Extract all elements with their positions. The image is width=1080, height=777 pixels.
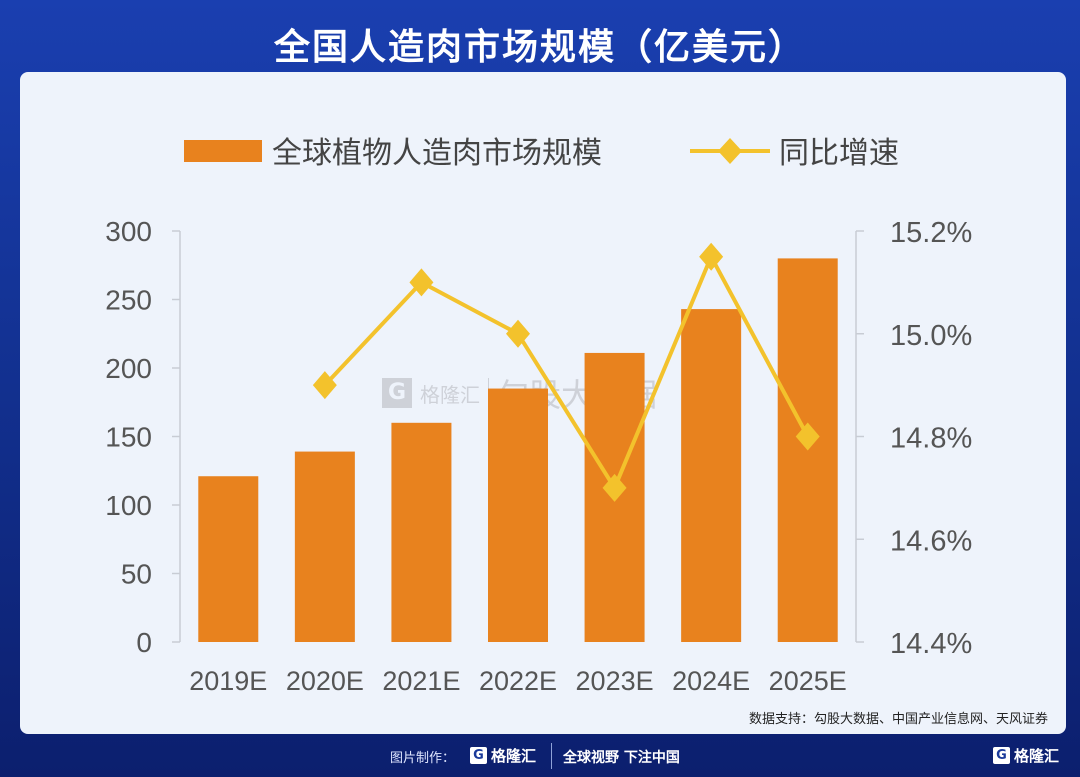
left-tick-label: 150 bbox=[105, 422, 152, 453]
watermark-brand: 格隆汇 bbox=[420, 382, 480, 407]
footer-logo: G 格隆汇 bbox=[470, 745, 536, 766]
logo-icon: G bbox=[470, 747, 487, 764]
page-title: 全国人造肉市场规模（亿美元） bbox=[273, 27, 806, 68]
footer: 图片制作： G 格隆汇 全球视野 下注中国 G 格隆汇 bbox=[0, 740, 1080, 770]
bar-2019E bbox=[198, 476, 259, 642]
growth-marker bbox=[602, 473, 627, 502]
x-tick-label: 2019E bbox=[189, 666, 267, 696]
legend-bar-swatch bbox=[184, 140, 262, 162]
left-tick-label: 100 bbox=[105, 490, 152, 521]
footer-slogan: 全球视野 下注中国 bbox=[563, 750, 680, 766]
right-tick-label: 14.6% bbox=[890, 525, 972, 557]
growth-marker bbox=[699, 242, 724, 271]
source-note: 数据支持：勾股大数据、中国产业信息网、天风证券 bbox=[748, 712, 1048, 727]
footer-brand: 格隆汇 bbox=[491, 747, 537, 765]
footer-brand-right: 格隆汇 bbox=[1014, 747, 1060, 765]
left-tick-label: 250 bbox=[105, 285, 152, 316]
bar-2020E bbox=[294, 451, 355, 642]
left-tick-label: 200 bbox=[105, 353, 152, 384]
x-tick-label: 2020E bbox=[286, 666, 364, 696]
x-tick-label: 2021E bbox=[382, 666, 460, 696]
left-tick-label: 50 bbox=[121, 559, 152, 590]
growth-marker bbox=[409, 268, 434, 297]
logo-icon: G bbox=[993, 747, 1010, 764]
x-tick-label: 2022E bbox=[479, 666, 557, 696]
legend-bar-label: 全球植物人造肉市场规模 bbox=[272, 136, 602, 171]
growth-marker bbox=[506, 319, 530, 348]
right-tick-label: 14.8% bbox=[890, 423, 972, 455]
left-tick-label: 0 bbox=[136, 627, 152, 658]
legend-line-label: 同比增速 bbox=[779, 136, 899, 171]
footer-divider bbox=[551, 743, 552, 769]
legend-line-marker bbox=[718, 138, 742, 164]
right-tick-label: 15.2% bbox=[890, 217, 972, 249]
footer-logo-right: G 格隆汇 bbox=[993, 745, 1059, 766]
bar-2022E bbox=[488, 388, 548, 642]
bar-2021E bbox=[391, 422, 452, 642]
x-tick-label: 2023E bbox=[576, 666, 654, 696]
growth-marker bbox=[795, 422, 820, 451]
growth-line bbox=[323, 252, 810, 493]
right-tick-label: 15.0% bbox=[890, 320, 972, 352]
right-tick-label: 14.4% bbox=[890, 628, 972, 660]
x-tick-label: 2024E bbox=[672, 666, 750, 696]
left-tick-label: 300 bbox=[105, 216, 152, 247]
watermark-logo-icon: G bbox=[382, 378, 412, 408]
growth-marker bbox=[312, 371, 337, 400]
footer-label: 图片制作： bbox=[390, 751, 456, 766]
bar-2024E bbox=[681, 309, 742, 642]
x-tick-label: 2025E bbox=[769, 666, 847, 696]
